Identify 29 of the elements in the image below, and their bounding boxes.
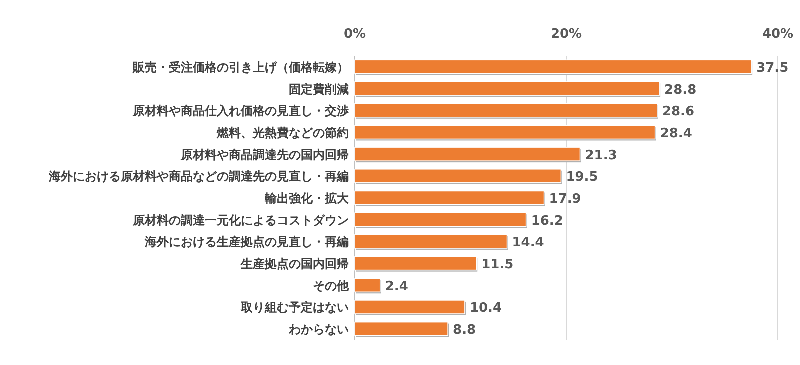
y-tick-label: 輸出強化・拡大 <box>264 192 350 206</box>
x-tick-label: 40% <box>762 27 794 42</box>
data-label: 28.6 <box>662 104 695 120</box>
y-tick-label: 生産拠点の国内回帰 <box>240 257 349 272</box>
y-tick-label: 原材料や商品調達先の国内回帰 <box>180 148 349 162</box>
data-label: 2.4 <box>385 279 408 294</box>
y-tick-label: 海外における原材料や商品などの調達先の見直し・再編 <box>48 170 349 184</box>
data-label: 14.4 <box>512 236 544 251</box>
data-label: 11.5 <box>482 258 514 273</box>
data-label: 19.5 <box>566 170 598 186</box>
x-tick-label: 0% <box>344 27 366 42</box>
y-tick-label: 取り組む予定はない <box>240 300 349 315</box>
y-tick-label: 販売・受注価格の引き上げ（価格転嫁） <box>132 60 349 74</box>
y-tick-label: 原材料の調達一元化によるコストダウン <box>132 213 349 228</box>
data-label: 21.3 <box>585 148 618 164</box>
y-tick-label: 固定費削減 <box>289 82 349 96</box>
data-label: 16.2 <box>531 214 564 229</box>
y-tick-label: 海外における生産拠点の見直し・再編 <box>144 235 349 250</box>
data-label: 37.5 <box>756 60 789 76</box>
data-label: 8.8 <box>453 323 476 338</box>
y-tick-label: 燃料、光熱費などの節約 <box>216 126 349 140</box>
y-tick-label: その他 <box>313 278 350 293</box>
x-tick-label: 20% <box>550 27 582 42</box>
y-tick-label: 原材料や商品仕入れ価格の見直し・交渉 <box>132 104 349 118</box>
data-label: 28.8 <box>664 82 697 98</box>
data-label: 10.4 <box>470 301 502 316</box>
data-label: 17.9 <box>549 192 582 207</box>
y-tick-label: わからない <box>288 322 349 337</box>
data-label: 28.4 <box>660 126 692 142</box>
